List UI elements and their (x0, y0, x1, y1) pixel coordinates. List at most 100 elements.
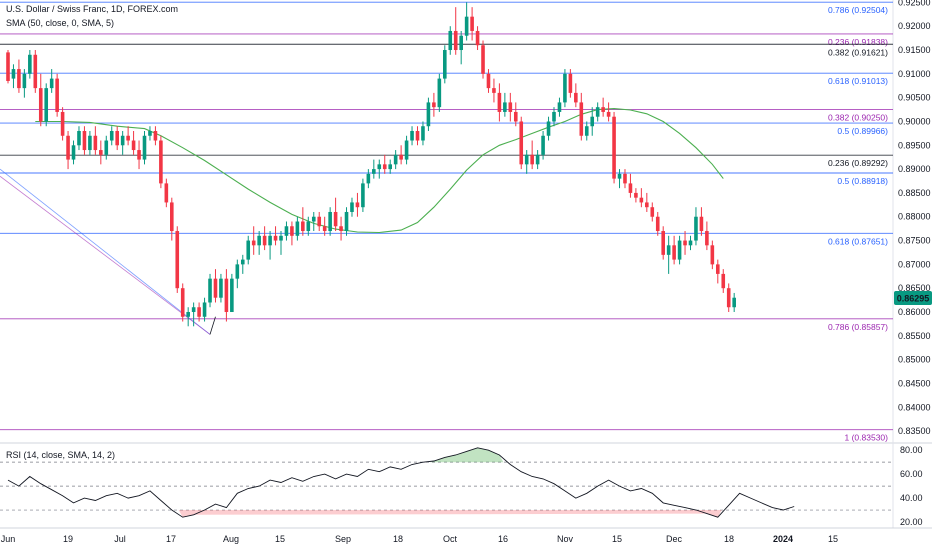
candle-body (372, 169, 376, 174)
candle-body (137, 150, 141, 160)
candle-body (328, 211, 332, 232)
candle-body (257, 235, 261, 246)
price-tick-label: 0.89000 (898, 164, 931, 174)
time-tick-label: Nov (557, 534, 574, 544)
candle-body (666, 245, 671, 255)
candle-body (142, 135, 147, 160)
candle-body (311, 216, 316, 222)
candle-body (628, 183, 633, 193)
candle-body (443, 50, 447, 79)
candle-body (688, 240, 693, 246)
candle-body (672, 245, 676, 260)
candle-body (617, 173, 622, 179)
candle-body (492, 88, 496, 93)
price-tick-label: 0.87000 (898, 259, 931, 269)
price-tick-label: 0.92000 (898, 21, 931, 31)
candle-body (524, 154, 529, 165)
time-tick-label: Sep (335, 534, 351, 544)
candle-body (579, 102, 584, 136)
candle-body (246, 240, 251, 260)
price-tick-label: 0.89500 (898, 140, 931, 150)
sma-line (35, 108, 724, 234)
candle-body (535, 154, 540, 165)
candle-body (82, 130, 87, 151)
candle-body (557, 102, 562, 112)
price-tick-label: 0.85500 (898, 331, 931, 341)
symbol-title: U.S. Dollar / Swiss Franc, 1D, FOREX.com (6, 4, 179, 14)
candle-body (104, 140, 109, 155)
candle-body (694, 216, 698, 241)
candle-body (224, 278, 229, 313)
candle-body (120, 135, 125, 146)
time-tick-label: Jul (114, 534, 126, 544)
candle-body (213, 278, 218, 298)
candle-body (366, 173, 371, 184)
candle-body (88, 135, 92, 151)
candle-body (705, 231, 709, 246)
time-tick-label: 18 (393, 534, 403, 544)
candle-body (322, 226, 327, 232)
price-tick-label: 0.85000 (898, 355, 931, 365)
candle-body (470, 16, 474, 31)
candle-body (481, 45, 485, 74)
time-tick-label: 17 (166, 534, 176, 544)
candle-body (732, 297, 736, 308)
candle-body (661, 231, 665, 255)
price-tick-label: 0.88000 (898, 212, 931, 222)
candle-body (410, 130, 414, 141)
candle-body (153, 130, 158, 141)
time-tick-label: Dec (666, 534, 683, 544)
candle-body (486, 73, 491, 89)
candle-body (344, 211, 349, 232)
time-tick-label: 15 (275, 534, 285, 544)
price-tick-label: 0.92500 (898, 0, 931, 7)
candle-body (301, 221, 305, 232)
candle-body (716, 264, 720, 274)
fib-level-label: 0.382 (0.90250) (828, 113, 888, 123)
sma-legend: SMA (50, close, 0, SMA, 5) (6, 18, 115, 28)
price-tick-label: 0.91500 (898, 45, 931, 55)
candle-body (541, 135, 545, 155)
fib-level-label: 0.786 (0.85857) (828, 322, 888, 332)
candle-body (148, 130, 152, 136)
candle-body (634, 192, 638, 198)
candle-body (191, 307, 196, 313)
candle-body (595, 107, 600, 117)
candle-body (235, 264, 240, 279)
candle-body (71, 145, 76, 160)
fib-level-label: 0.786 (0.92504) (828, 5, 888, 15)
candle-body (109, 130, 114, 141)
price-tick-label: 0.91000 (898, 69, 931, 79)
candle-body (377, 164, 382, 170)
candle-body (574, 92, 578, 103)
candle-body (721, 273, 726, 289)
candle-body (677, 240, 682, 260)
candle-body (530, 154, 534, 165)
candle-body (273, 235, 278, 241)
candle-body (655, 216, 660, 232)
candle-body (126, 135, 130, 141)
last-price-label: 0.86295 (897, 293, 930, 303)
rsi-tick-label: 80.00 (900, 445, 923, 455)
candle-body (186, 312, 190, 317)
candle-body (639, 197, 644, 203)
candle-body (44, 88, 49, 122)
candle-body (426, 102, 431, 127)
price-tick-label: 0.86000 (898, 307, 931, 317)
candle-body (421, 126, 425, 141)
candle-body (33, 54, 38, 89)
price-tick-label: 0.87500 (898, 236, 931, 246)
time-tick-label: 19 (63, 534, 73, 544)
candle-body (503, 102, 507, 112)
candle-body (60, 111, 65, 136)
price-tick-label: 0.84000 (898, 402, 931, 412)
candle-body (11, 69, 16, 79)
candle-body (568, 73, 573, 93)
candle-body (38, 88, 43, 122)
candle-body (290, 226, 294, 236)
rsi-line (7, 447, 795, 518)
candle-body (601, 107, 605, 112)
fib-trend-line (0, 175, 211, 335)
